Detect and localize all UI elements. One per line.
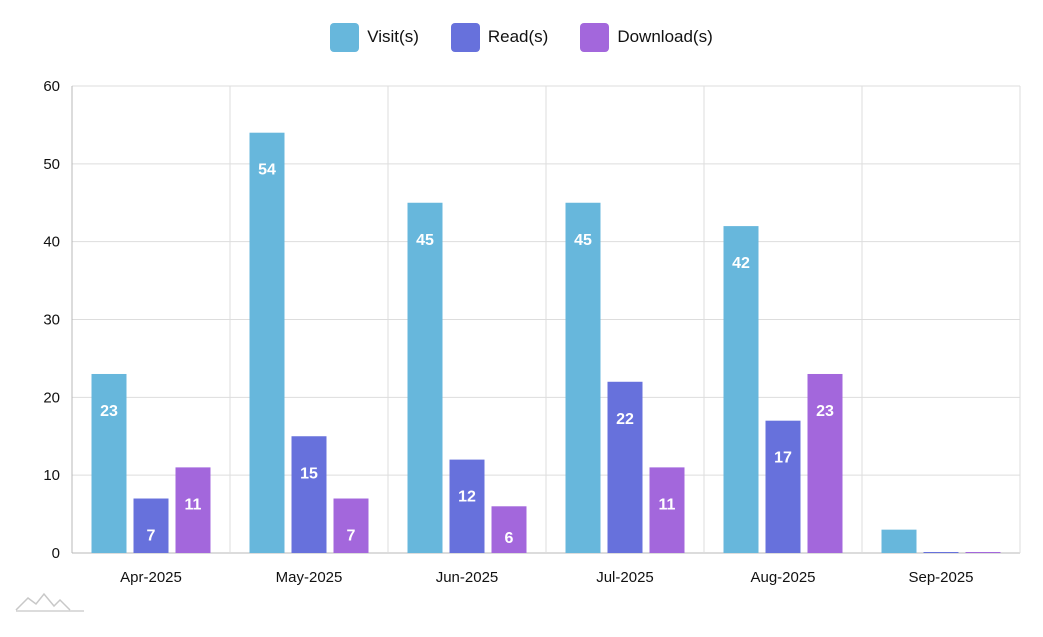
- x-tick-label: Jun-2025: [436, 569, 499, 586]
- bar-value-label: 45: [574, 232, 592, 249]
- bar: [923, 552, 959, 553]
- bar-value-label: 45: [416, 232, 434, 249]
- legend-item-downloads[interactable]: Download(s): [580, 22, 713, 52]
- bar: [807, 373, 843, 553]
- y-tick-label: 50: [43, 156, 60, 173]
- y-tick-label: 0: [52, 545, 60, 562]
- bar: [965, 552, 1001, 553]
- bar: [291, 436, 327, 553]
- bar-value-label: 7: [147, 528, 156, 545]
- chart-logo-icon: [15, 592, 84, 612]
- y-tick-label: 40: [43, 234, 60, 251]
- bar: [249, 132, 285, 553]
- y-tick-label: 10: [43, 467, 60, 484]
- bar-value-label: 11: [185, 496, 202, 513]
- x-tick-label: May-2025: [276, 569, 343, 586]
- x-tick-label: Aug-2025: [750, 569, 815, 586]
- bar-value-label: 17: [774, 450, 792, 467]
- y-tick-label: 60: [43, 78, 60, 95]
- legend-swatch-reads: [450, 22, 480, 52]
- bar: [133, 498, 169, 553]
- bar: [449, 459, 485, 553]
- bar-value-label: 23: [816, 403, 834, 420]
- legend-swatch-downloads: [580, 22, 610, 52]
- bar: [649, 467, 685, 553]
- bar: [565, 202, 601, 553]
- bar-value-label: 7: [347, 528, 356, 545]
- bar: [333, 498, 369, 553]
- bar-value-label: 23: [100, 403, 118, 420]
- bar: [723, 226, 759, 553]
- bar-value-label: 22: [616, 411, 634, 428]
- legend-item-reads[interactable]: Read(s): [450, 22, 549, 52]
- legend-swatch-visits: [330, 22, 360, 52]
- bar-value-label: 11: [659, 496, 676, 513]
- bar: [175, 467, 211, 553]
- bar-value-label: 15: [300, 465, 318, 482]
- chart-legend: Visit(s) Read(s) Download(s): [0, 20, 1043, 54]
- x-tick-label: Jul-2025: [596, 569, 654, 586]
- bar: [491, 506, 527, 553]
- legend-item-visits[interactable]: Visit(s): [330, 22, 419, 52]
- legend-label-downloads: Download(s): [617, 27, 713, 46]
- legend-label-visits: Visit(s): [367, 27, 419, 46]
- bar-value-label: 12: [458, 489, 476, 506]
- y-tick-label: 20: [43, 389, 60, 406]
- bar-value-label: 54: [258, 162, 276, 179]
- x-tick-label: Sep-2025: [908, 569, 973, 586]
- bar: [91, 373, 127, 553]
- bar: [765, 420, 801, 553]
- bar: [607, 381, 643, 553]
- x-tick-label: Apr-2025: [120, 569, 182, 586]
- bar: [881, 529, 917, 553]
- bar: [407, 202, 443, 553]
- bar-value-label: 6: [505, 530, 514, 547]
- y-tick-label: 30: [43, 312, 60, 329]
- legend-label-reads: Read(s): [487, 27, 549, 46]
- bar-value-label: 42: [732, 255, 750, 272]
